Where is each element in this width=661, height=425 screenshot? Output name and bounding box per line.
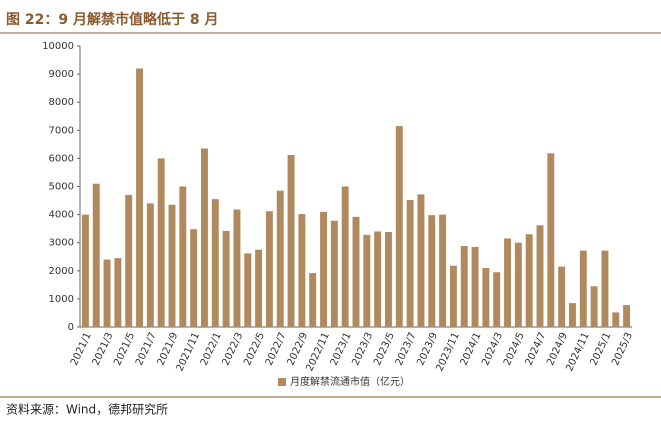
bar — [146, 203, 154, 327]
bar — [309, 273, 317, 327]
bar — [276, 190, 284, 327]
bar — [579, 250, 587, 327]
bar — [114, 258, 122, 327]
y-tick-label: 6000 — [49, 153, 74, 164]
bar — [374, 231, 382, 327]
y-tick-label: 1000 — [49, 294, 74, 305]
y-tick-label: 5000 — [49, 182, 74, 193]
bar — [417, 194, 425, 327]
bar — [558, 266, 566, 327]
bar — [482, 267, 490, 327]
bar — [320, 211, 327, 327]
bar — [504, 238, 511, 327]
bar — [385, 232, 392, 327]
x-tick-label: 2025/3 — [610, 331, 635, 368]
bar — [352, 216, 360, 327]
bar — [569, 303, 576, 327]
chart-title: 图 22：9 月解禁市值略低于 8 月 — [6, 11, 218, 28]
bar — [363, 234, 371, 327]
bar — [103, 259, 111, 327]
bar — [211, 199, 219, 327]
bar — [536, 225, 544, 327]
bar — [406, 199, 414, 327]
bar — [623, 305, 631, 327]
bar — [287, 155, 295, 327]
bar — [201, 148, 208, 327]
bar — [601, 250, 609, 327]
bar — [265, 211, 273, 327]
bar — [449, 265, 457, 327]
y-tick-label: 4000 — [49, 210, 74, 221]
legend-swatch — [278, 378, 286, 386]
bar — [514, 242, 522, 327]
bar — [395, 126, 403, 328]
bar — [157, 158, 165, 327]
source: 资料来源：Wind，德邦研究所 — [6, 402, 168, 417]
bar — [255, 249, 263, 327]
bar — [547, 153, 555, 327]
y-tick-label: 7000 — [49, 125, 74, 136]
bar — [341, 186, 349, 327]
bar — [612, 312, 620, 327]
bar — [125, 194, 133, 327]
bar — [136, 68, 143, 327]
y-tick-label: 10000 — [42, 41, 74, 52]
y-tick-label: 3000 — [49, 238, 74, 249]
bar — [439, 214, 447, 327]
bar — [190, 229, 198, 327]
bar — [179, 186, 187, 327]
bar — [233, 209, 241, 327]
y-tick-label: 8000 — [49, 97, 74, 108]
y-tick-label: 2000 — [49, 266, 74, 277]
bar — [493, 272, 501, 327]
bar — [222, 230, 230, 327]
bar — [244, 253, 252, 327]
bar — [460, 246, 468, 327]
y-tick-label: 0 — [68, 322, 74, 333]
bar — [168, 204, 176, 327]
bar — [471, 246, 479, 327]
legend-label: 月度解禁流通市值（亿元） — [290, 375, 410, 388]
bar — [298, 214, 306, 327]
y-tick-label: 9000 — [49, 69, 74, 80]
bar — [81, 214, 89, 327]
bar — [525, 234, 533, 327]
bar — [590, 286, 598, 327]
bar — [428, 215, 436, 327]
bar — [92, 183, 100, 327]
bar — [330, 220, 338, 327]
